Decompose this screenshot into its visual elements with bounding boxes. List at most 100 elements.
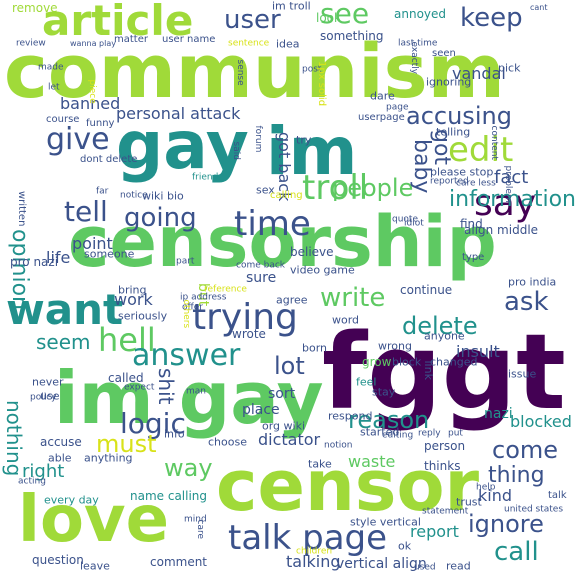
word-reported: reported bbox=[430, 176, 469, 187]
word-anything: anything bbox=[84, 451, 133, 465]
word-video-game: video game bbox=[290, 263, 355, 277]
word-grow: grow bbox=[362, 355, 392, 369]
word-censorship: censorship bbox=[68, 201, 497, 283]
word-continue: continue bbox=[400, 283, 453, 297]
word-gay: gay bbox=[116, 107, 249, 184]
word-read: read bbox=[446, 559, 471, 573]
word-going: going bbox=[124, 203, 197, 233]
word-telling: telling bbox=[436, 125, 471, 139]
word-question: question bbox=[32, 553, 84, 567]
word-mind: mind bbox=[184, 514, 207, 525]
word-started: started bbox=[360, 425, 400, 439]
word-please-stop: please stop bbox=[430, 165, 494, 179]
word-piece: piece bbox=[87, 79, 97, 104]
word-stay: stay bbox=[372, 385, 396, 399]
word-page: page bbox=[386, 102, 409, 113]
word-let: let bbox=[48, 82, 60, 93]
word-policy: policy bbox=[30, 392, 57, 403]
word-opinion: opinion bbox=[7, 229, 32, 310]
word-sentence: sentence bbox=[228, 38, 270, 49]
word-far: far bbox=[96, 186, 109, 197]
word-hell: hell bbox=[98, 321, 156, 359]
word-user: user bbox=[224, 5, 281, 35]
word-changed: changed bbox=[430, 355, 478, 369]
word-shit: shit bbox=[154, 368, 178, 405]
word-united-states: united states bbox=[504, 504, 564, 515]
word-wanna-play: wanna play bbox=[70, 39, 116, 48]
word-cant: cant bbox=[530, 3, 548, 12]
word-come-back: come back bbox=[236, 260, 286, 271]
word-notice: notice bbox=[120, 190, 148, 201]
word-vandal: vandal bbox=[452, 64, 506, 83]
word-point: point bbox=[72, 234, 113, 253]
word-sort: sort bbox=[268, 386, 296, 402]
word-style-vertical: style vertical bbox=[350, 515, 421, 529]
word-waste: waste bbox=[348, 452, 396, 471]
word-pro-nazi: pro nazi bbox=[10, 255, 59, 269]
word-put: put bbox=[448, 428, 463, 439]
word-fggt: fggt bbox=[322, 311, 566, 433]
word-try: try bbox=[296, 133, 312, 147]
word-something: something bbox=[320, 29, 384, 43]
word-thing: thing bbox=[488, 463, 545, 488]
word-care-less: care less bbox=[456, 178, 496, 189]
word-tell: tell bbox=[64, 195, 108, 228]
word-use: use bbox=[40, 389, 60, 403]
word-article: article bbox=[42, 0, 194, 45]
word-used: used bbox=[414, 562, 436, 573]
word-called: called bbox=[108, 371, 144, 385]
word-statement: statement bbox=[422, 506, 469, 517]
word-life: life bbox=[46, 248, 71, 267]
word-feel: feel bbox=[356, 375, 377, 389]
word-children: children bbox=[296, 546, 333, 557]
word-idea: idea bbox=[276, 37, 300, 51]
word-seen: seen bbox=[432, 48, 456, 59]
word-forum: forum bbox=[253, 125, 263, 153]
word-person: person bbox=[424, 439, 466, 453]
word-write: write bbox=[320, 283, 386, 313]
word-edit: edit bbox=[448, 130, 514, 170]
word-report: report bbox=[410, 522, 459, 541]
word-wrong: wrong bbox=[378, 339, 412, 353]
word-matter: matter bbox=[114, 34, 148, 45]
word-reason: reason bbox=[348, 406, 430, 434]
word-info: info bbox=[164, 427, 185, 441]
word-quote: quote bbox=[392, 214, 418, 225]
word-lot: lot bbox=[274, 352, 305, 380]
word-time: time bbox=[234, 204, 311, 244]
word-personal-attack: personal attack bbox=[116, 104, 241, 123]
word-work: work bbox=[114, 290, 153, 309]
word-blocked: blocked bbox=[510, 412, 572, 431]
word-review: review bbox=[16, 38, 46, 49]
word-course: course bbox=[46, 114, 80, 125]
word-user-name: user name bbox=[162, 34, 216, 45]
word-place: place bbox=[242, 402, 280, 418]
word-accuse: accuse bbox=[40, 435, 82, 449]
word-leave: leave bbox=[80, 559, 110, 573]
word-align-middle: align middle bbox=[464, 223, 539, 237]
word-banned: banned bbox=[60, 94, 121, 113]
word-name-calling: name calling bbox=[130, 489, 208, 503]
word-fact: fact bbox=[494, 167, 529, 188]
word-talk-page: talk page bbox=[228, 518, 388, 558]
word-ignore: ignore bbox=[468, 510, 544, 538]
word-logic: logic bbox=[120, 407, 186, 440]
word-ok: ok bbox=[398, 539, 412, 553]
word-able: able bbox=[48, 451, 72, 465]
word-content: content bbox=[489, 125, 499, 160]
word-every-day: every day bbox=[44, 493, 99, 507]
word-say: say bbox=[474, 183, 537, 224]
word-calling: calling bbox=[270, 190, 303, 201]
word-expect: expect bbox=[124, 382, 155, 393]
word-sense: sense bbox=[235, 59, 245, 86]
word-information: information bbox=[449, 187, 576, 212]
word-born: born bbox=[302, 341, 328, 355]
word-written: written bbox=[16, 191, 27, 227]
word-help: help bbox=[476, 482, 496, 493]
word-others: others bbox=[181, 299, 191, 329]
word-delete: delete bbox=[402, 312, 478, 340]
word-issue: issue bbox=[508, 367, 537, 381]
word-userpage: userpage bbox=[358, 112, 405, 123]
word-pro-india: pro india bbox=[508, 275, 557, 289]
